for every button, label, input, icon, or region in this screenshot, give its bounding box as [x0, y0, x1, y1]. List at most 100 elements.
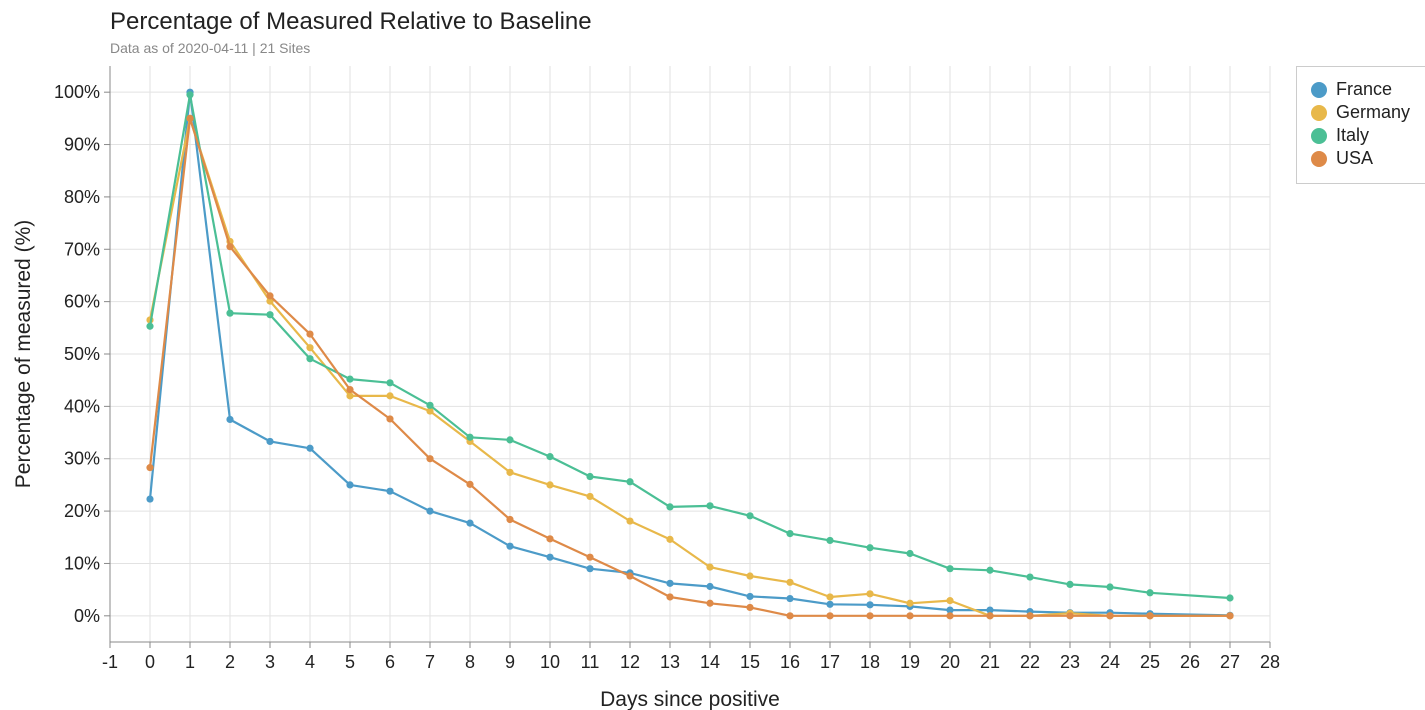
data-point-italy[interactable]: [546, 453, 554, 461]
data-point-france[interactable]: [866, 601, 874, 609]
data-point-usa[interactable]: [186, 114, 194, 122]
data-point-italy[interactable]: [426, 401, 434, 409]
data-point-italy[interactable]: [1226, 594, 1234, 602]
data-point-usa[interactable]: [1146, 612, 1154, 620]
data-point-france[interactable]: [586, 565, 594, 573]
data-point-france[interactable]: [546, 553, 554, 561]
data-point-france[interactable]: [706, 582, 714, 591]
data-point-italy[interactable]: [346, 375, 354, 383]
data-point-italy[interactable]: [386, 379, 394, 387]
data-point-italy[interactable]: [986, 566, 994, 574]
data-point-france[interactable]: [506, 542, 514, 550]
data-point-italy[interactable]: [906, 549, 914, 558]
data-point-france[interactable]: [986, 606, 994, 614]
data-point-germany[interactable]: [826, 593, 834, 601]
data-point-germany[interactable]: [266, 297, 274, 305]
data-point-usa[interactable]: [1026, 612, 1034, 620]
data-point-germany[interactable]: [706, 563, 714, 571]
legend-item-france[interactable]: France: [1311, 79, 1392, 100]
data-point-france[interactable]: [746, 592, 754, 601]
data-point-italy[interactable]: [306, 355, 314, 363]
data-point-germany[interactable]: [546, 481, 554, 489]
data-point-germany[interactable]: [346, 392, 354, 400]
data-point-usa[interactable]: [706, 599, 714, 607]
data-point-italy[interactable]: [946, 565, 954, 573]
data-point-france[interactable]: [786, 594, 794, 603]
data-point-italy[interactable]: [746, 512, 754, 520]
data-point-germany[interactable]: [626, 517, 634, 525]
data-point-france[interactable]: [226, 415, 234, 424]
y-tick-label: 80%: [64, 187, 100, 207]
data-point-usa[interactable]: [666, 593, 674, 601]
data-point-italy[interactable]: [786, 530, 794, 538]
data-point-usa[interactable]: [1106, 612, 1114, 620]
data-point-usa[interactable]: [586, 553, 594, 561]
data-point-germany[interactable]: [666, 535, 674, 543]
data-point-usa[interactable]: [226, 243, 234, 251]
data-point-france[interactable]: [426, 507, 434, 515]
data-point-italy[interactable]: [706, 502, 714, 510]
data-point-germany[interactable]: [866, 590, 874, 598]
data-point-germany[interactable]: [506, 468, 514, 476]
data-point-italy[interactable]: [506, 436, 514, 444]
data-point-italy[interactable]: [1026, 573, 1034, 581]
data-point-germany[interactable]: [306, 344, 314, 352]
data-point-usa[interactable]: [146, 464, 154, 472]
data-point-france[interactable]: [146, 495, 154, 503]
data-point-usa[interactable]: [506, 515, 514, 524]
data-point-usa[interactable]: [546, 535, 554, 543]
data-point-italy[interactable]: [186, 91, 194, 99]
data-point-italy[interactable]: [266, 311, 274, 319]
data-point-usa[interactable]: [826, 612, 834, 620]
data-point-usa[interactable]: [386, 415, 394, 423]
legend-item-usa[interactable]: USA: [1311, 148, 1373, 169]
data-point-usa[interactable]: [746, 603, 754, 612]
data-point-germany[interactable]: [786, 578, 794, 586]
data-point-usa[interactable]: [346, 386, 354, 394]
grid-lines: [109, 66, 1271, 642]
data-point-germany[interactable]: [426, 407, 434, 415]
data-point-usa[interactable]: [1226, 612, 1234, 620]
data-point-france[interactable]: [346, 481, 354, 489]
data-point-italy[interactable]: [1146, 589, 1154, 597]
data-point-italy[interactable]: [586, 472, 594, 481]
data-point-usa[interactable]: [626, 572, 634, 580]
legend-item-italy[interactable]: Italy: [1311, 125, 1369, 146]
x-tick-label: 21: [980, 652, 1000, 672]
data-point-germany[interactable]: [946, 597, 954, 605]
data-point-usa[interactable]: [906, 612, 914, 620]
data-point-germany[interactable]: [386, 392, 394, 400]
data-point-usa[interactable]: [1066, 612, 1074, 620]
data-point-france[interactable]: [826, 600, 834, 608]
data-point-italy[interactable]: [826, 536, 834, 545]
data-point-france[interactable]: [306, 444, 314, 452]
legend-item-germany[interactable]: Germany: [1311, 102, 1410, 123]
data-point-france[interactable]: [386, 487, 394, 495]
legend-label: USA: [1336, 148, 1374, 168]
data-point-italy[interactable]: [146, 322, 154, 330]
data-point-italy[interactable]: [1066, 580, 1074, 589]
data-point-france[interactable]: [266, 437, 274, 446]
data-point-usa[interactable]: [866, 612, 874, 620]
data-point-italy[interactable]: [866, 544, 874, 552]
data-point-italy[interactable]: [1106, 583, 1114, 591]
data-point-usa[interactable]: [946, 612, 954, 620]
x-tick-label: 8: [465, 652, 475, 672]
data-point-usa[interactable]: [986, 612, 994, 620]
data-point-italy[interactable]: [626, 478, 634, 486]
data-point-france[interactable]: [666, 579, 674, 587]
data-point-france[interactable]: [466, 519, 474, 527]
data-point-germany[interactable]: [586, 492, 594, 501]
data-point-usa[interactable]: [426, 455, 434, 463]
data-point-usa[interactable]: [266, 292, 274, 300]
data-point-usa[interactable]: [306, 330, 314, 338]
data-point-usa[interactable]: [786, 612, 794, 620]
data-point-france[interactable]: [946, 606, 954, 614]
data-point-italy[interactable]: [666, 503, 674, 511]
data-point-italy[interactable]: [466, 433, 474, 441]
data-point-germany[interactable]: [906, 599, 914, 607]
data-point-usa[interactable]: [466, 480, 474, 488]
data-point-germany[interactable]: [746, 572, 754, 580]
data-point-italy[interactable]: [226, 309, 234, 317]
